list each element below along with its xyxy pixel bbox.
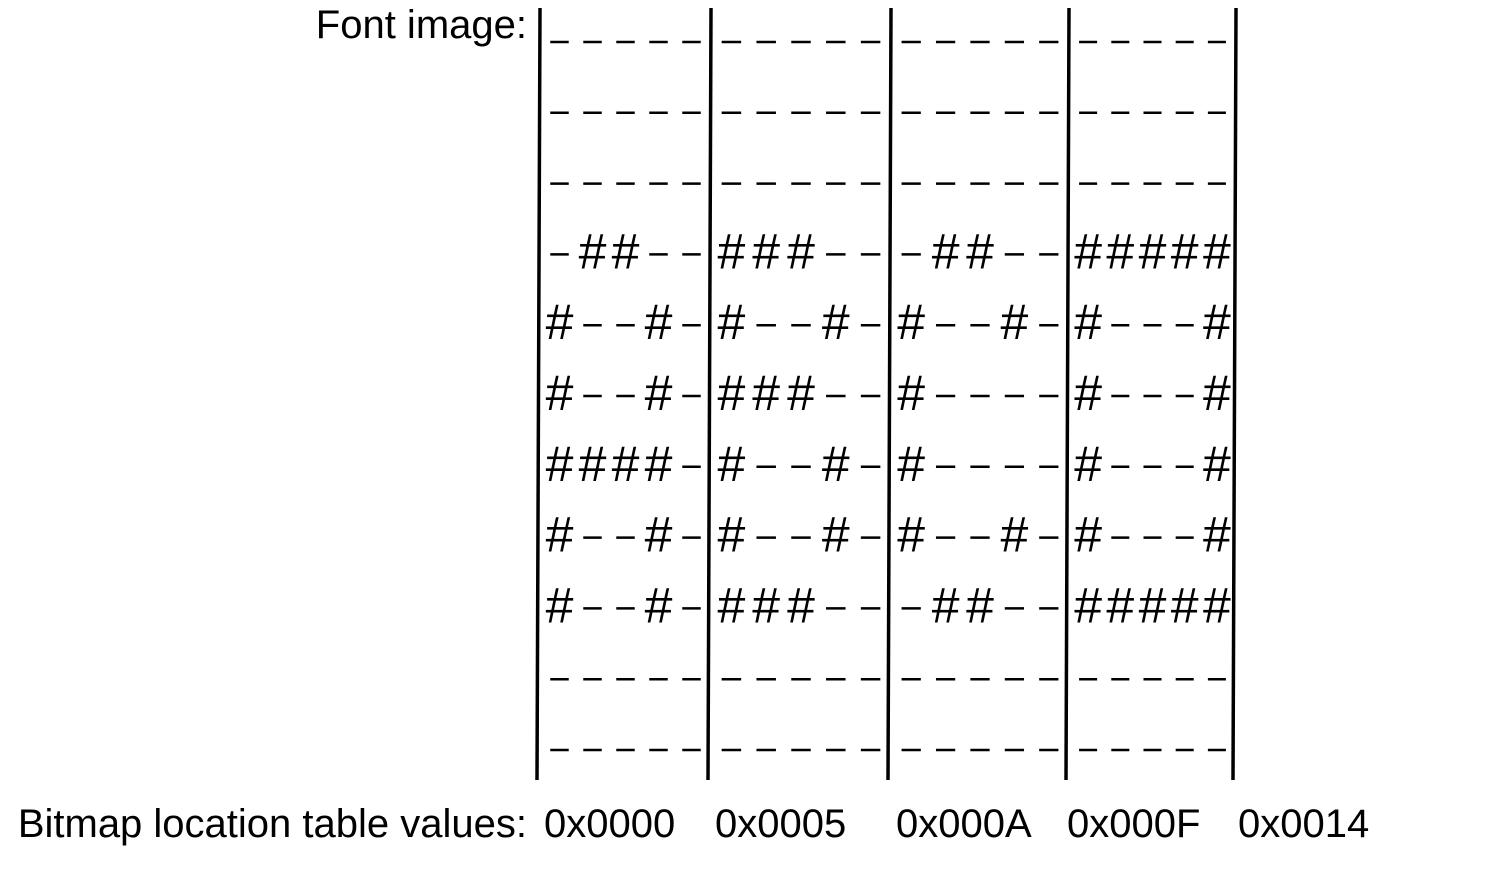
glyph-bitmap-grid: # ## ## ## # # ## ## ## # ## ## # ## ## ## # ## ## #### ## ##… <box>546 40 1231 752</box>
pixel-on: # <box>546 365 574 421</box>
offset-label-4: 0x0014 <box>1238 802 1369 846</box>
pixel-on: # <box>1074 365 1102 421</box>
column-divider-0 <box>535 7 542 781</box>
pixel-on: # <box>546 436 574 492</box>
pixel-on: # <box>1074 507 1102 563</box>
pixel-on: # <box>752 365 780 421</box>
pixel-on: # <box>1171 577 1199 633</box>
bitmap-offset-labels: 0x0000 0x0005 0x000A 0x000F 0x0014 <box>544 802 1369 846</box>
pixel-on: # <box>1106 223 1134 279</box>
column-divider-3 <box>1064 7 1071 781</box>
pixel-on: # <box>1074 223 1102 279</box>
pixel-on: # <box>546 507 574 563</box>
pixel-on: # <box>966 577 994 633</box>
pixel-on: # <box>546 577 574 633</box>
pixel-on: # <box>1000 507 1028 563</box>
pixel-on: # <box>822 507 850 563</box>
pixel-on: # <box>1106 577 1134 633</box>
pixel-on: # <box>717 507 745 563</box>
column-divider-4 <box>1231 7 1238 781</box>
offset-label-1: 0x0005 <box>715 802 846 846</box>
pixel-on: # <box>787 365 815 421</box>
pixel-on: # <box>717 365 745 421</box>
pixel-on: # <box>897 507 925 563</box>
pixel-on: # <box>645 577 673 633</box>
pixel-on: # <box>787 223 815 279</box>
pixel-on: # <box>1139 577 1167 633</box>
pixel-on: # <box>1203 577 1231 633</box>
pixel-on: # <box>1203 294 1231 350</box>
pixel-on: # <box>579 436 607 492</box>
column-divider-1 <box>706 7 713 781</box>
pixel-on: # <box>752 223 780 279</box>
pixel-on: # <box>612 436 640 492</box>
offset-label-3: 0x000F <box>1067 802 1200 846</box>
pixel-on: # <box>1074 436 1102 492</box>
pixel-on: # <box>1203 436 1231 492</box>
pixel-on: # <box>897 365 925 421</box>
column-divider-2 <box>886 7 893 781</box>
pixel-on: # <box>1203 223 1231 279</box>
column-dividers <box>535 7 1238 781</box>
pixel-on: # <box>645 294 673 350</box>
font-image-label: Font image: <box>316 3 527 47</box>
pixel-on: # <box>717 223 745 279</box>
pixel-on: # <box>579 223 607 279</box>
pixel-on: # <box>1139 223 1167 279</box>
bitmap-table-label: Bitmap location table values: <box>18 802 527 846</box>
pixel-on: # <box>1203 507 1231 563</box>
pixel-on: # <box>546 294 574 350</box>
pixel-on: # <box>1074 294 1102 350</box>
pixel-on: # <box>717 577 745 633</box>
pixel-on: # <box>787 577 815 633</box>
pixel-on: # <box>612 223 640 279</box>
pixel-on: # <box>1203 365 1231 421</box>
pixel-on: # <box>1074 577 1102 633</box>
pixel-on: # <box>897 436 925 492</box>
pixel-on: # <box>932 223 960 279</box>
pixel-on: # <box>966 223 994 279</box>
offset-label-0: 0x0000 <box>544 802 675 846</box>
pixel-on: # <box>822 294 850 350</box>
pixel-on: # <box>1000 294 1028 350</box>
pixel-on: # <box>645 365 673 421</box>
pixel-on: # <box>897 294 925 350</box>
pixel-on: # <box>717 436 745 492</box>
pixel-on: # <box>1171 223 1199 279</box>
pixel-on: # <box>717 294 745 350</box>
pixel-on: # <box>752 577 780 633</box>
pixel-on: # <box>822 436 850 492</box>
pixel-on: # <box>645 436 673 492</box>
offset-label-2: 0x000A <box>896 802 1032 846</box>
pixel-on: # <box>932 577 960 633</box>
pixel-on: # <box>645 507 673 563</box>
